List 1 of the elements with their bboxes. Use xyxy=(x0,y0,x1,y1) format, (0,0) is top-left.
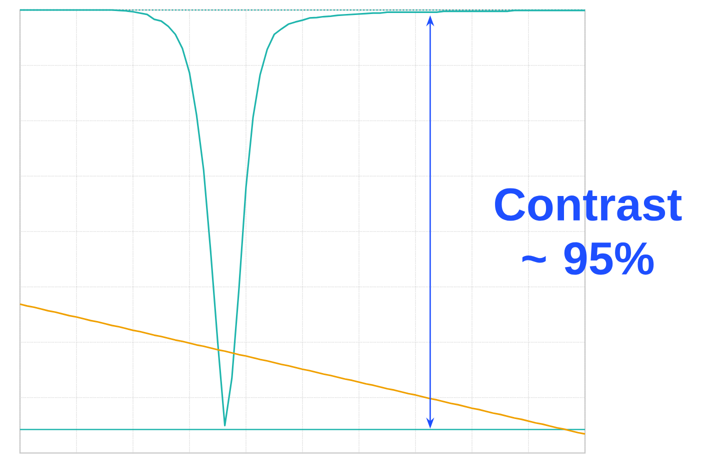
annotation: Contrast ~ 95% xyxy=(495,188,682,275)
